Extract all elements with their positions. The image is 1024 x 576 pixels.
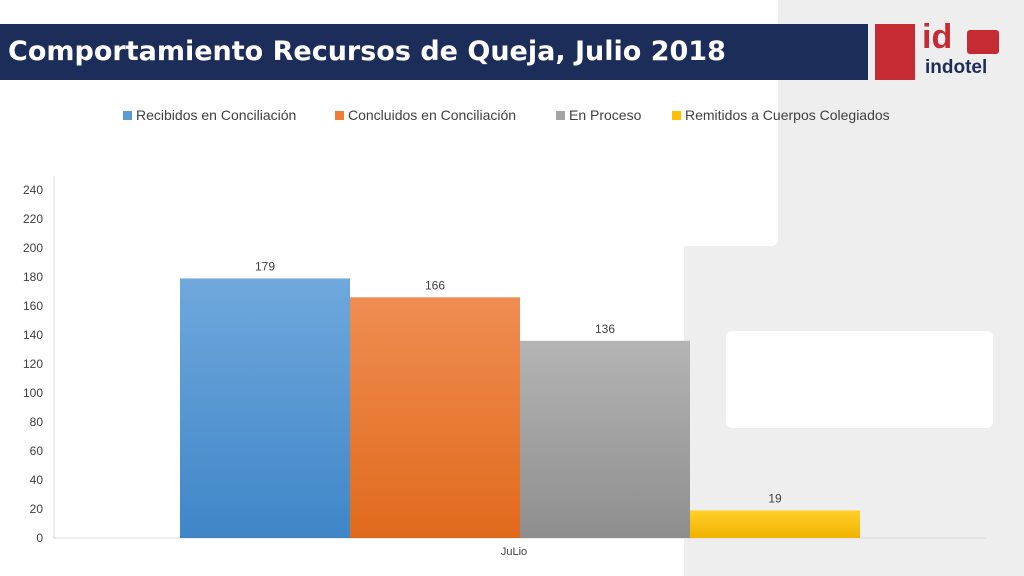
logo-red-block [875,24,915,80]
data-label: 166 [425,278,445,292]
bar [520,340,690,538]
legend-item: Recibidos en Conciliación [123,107,296,123]
y-tick-label: 240 [23,183,43,197]
logo-wordmark: indotel [925,57,988,78]
legend-item: Remitidos a Cuerpos Colegiados [672,107,890,123]
y-tick-label: 20 [30,502,44,516]
data-label: 179 [255,259,275,273]
legend-label: Remitidos a Cuerpos Colegiados [685,107,890,123]
y-tick-label: 180 [23,270,43,284]
background-card [726,331,993,428]
logo-glyph: id [922,18,953,56]
page-title: Comportamiento Recursos de Queja, Julio … [8,36,726,67]
y-tick-label: 140 [23,328,43,342]
legend-item: Concluidos en Conciliación [335,107,516,123]
bar [180,278,350,538]
y-tick-label: 0 [36,531,43,545]
x-tick-label: JuLio [501,546,527,558]
legend-item: En Proceso [556,107,641,123]
bar [350,297,520,538]
y-tick-label: 100 [23,386,43,400]
legend-swatch [123,110,132,120]
data-label: 19 [768,491,782,505]
legend-swatch [556,110,565,120]
y-tick-label: 40 [30,473,44,487]
legend-swatch [672,110,681,120]
legend-label: En Proceso [569,107,642,123]
y-tick-label: 220 [23,212,43,226]
title-bar [0,24,868,80]
y-tick-label: 200 [23,241,43,255]
y-tick-label: 80 [30,415,44,429]
chart-legend: Recibidos en Conciliación Concluidos en … [0,107,1024,123]
legend-label: Concluidos en Conciliación [348,107,517,123]
legend-label: Recibidos en Conciliación [136,107,297,123]
y-tick-label: 60 [30,444,44,458]
y-tick-label: 120 [23,357,43,371]
data-label: 136 [595,322,615,336]
bar [690,510,860,538]
legend-swatch [335,110,344,120]
y-tick-label: 160 [23,299,43,313]
logo-mark-icon [967,30,999,54]
